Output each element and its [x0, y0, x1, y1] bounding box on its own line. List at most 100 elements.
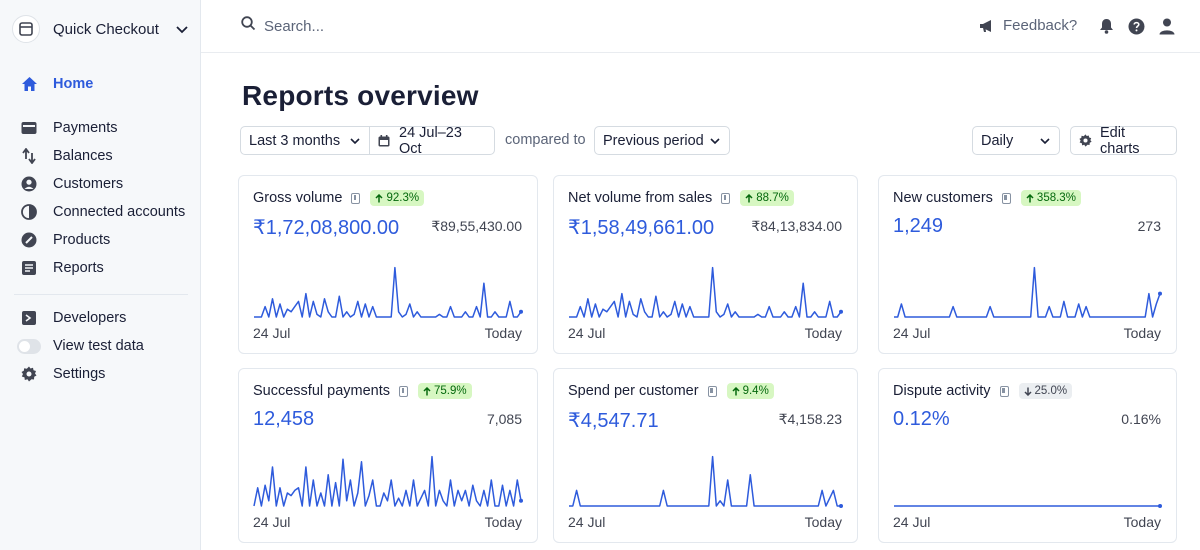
axis-end-label: Today — [804, 325, 842, 341]
sidebar-item-test-data[interactable]: View test data — [17, 334, 144, 358]
sidebar-item-connected-accounts[interactable]: Connected accounts — [20, 200, 185, 224]
axis-end-label: Today — [484, 325, 522, 341]
card-title-label: Net volume from sales — [568, 190, 713, 206]
report-icon — [20, 259, 38, 277]
sidebar-item-home[interactable]: Home — [20, 72, 93, 96]
change-badge: 92.3% — [370, 190, 425, 206]
sidebar-item-label: View test data — [53, 338, 144, 354]
sidebar-item-payments[interactable]: Payments — [20, 116, 117, 140]
change-value: 75.9% — [434, 385, 467, 397]
report-card[interactable]: Successful payments 75.9% 12,458 7,085 24 Ju… — [238, 368, 538, 543]
report-card[interactable]: Dispute activity 25.0% 0.12% 0.16% 24 Jul Tod… — [878, 368, 1177, 543]
info-icon[interactable] — [351, 192, 361, 204]
card-previous-value: 7,085 — [486, 411, 522, 427]
sidebar-item-label: Connected accounts — [53, 204, 186, 220]
interval-select[interactable]: Daily — [972, 126, 1060, 155]
change-value: 25.0% — [1034, 385, 1068, 397]
sparkline-chart — [253, 455, 523, 507]
report-card[interactable]: Gross volume 92.3% ₹1,72,08,800.00 ₹89,55,4… — [238, 175, 538, 354]
range-select[interactable]: Last 3 months — [240, 126, 370, 155]
sidebar-item-products[interactable]: Products — [20, 228, 110, 252]
transfer-icon — [20, 147, 38, 165]
megaphone-icon — [979, 19, 995, 33]
chevron-down-icon — [349, 135, 361, 147]
edit-charts-button[interactable]: Edit charts — [1070, 125, 1177, 157]
gear-icon — [1079, 134, 1092, 147]
info-icon[interactable] — [399, 385, 409, 397]
help-icon[interactable] — [1127, 17, 1145, 35]
report-card[interactable]: New customers 358.3% 1,249 273 24 Jul Today — [878, 175, 1177, 354]
sparkline-end-point — [839, 504, 843, 508]
info-icon[interactable] — [721, 192, 731, 204]
card-previous-value: 273 — [1137, 218, 1161, 234]
comparison-select[interactable]: Previous period — [594, 126, 730, 155]
sidebar-item-label: Payments — [53, 120, 118, 136]
sidebar-item-developers[interactable]: Developers — [20, 306, 126, 330]
user-icon[interactable] — [1158, 17, 1176, 35]
sidebar-item-balances[interactable]: Balances — [20, 144, 113, 168]
card-previous-value: 0.16% — [1121, 411, 1161, 427]
interval-label: Daily — [981, 132, 1014, 149]
sparkline-series — [894, 266, 1161, 318]
sparkline-series — [569, 266, 842, 318]
sidebar-item-label: Products — [53, 232, 111, 248]
report-card[interactable]: Spend per customer 9.4% ₹4,547.71 ₹4,158.23… — [553, 368, 858, 543]
sidebar-item-label: Balances — [53, 148, 113, 164]
card-title: Spend per customer 9.4% — [568, 383, 774, 399]
info-icon[interactable] — [1001, 192, 1011, 204]
sidebar-item-reports[interactable]: Reports — [20, 256, 104, 280]
comparison-label: Previous period — [603, 132, 704, 149]
card-title: Net volume from sales 88.7% — [568, 190, 794, 206]
terminal-icon — [20, 309, 38, 327]
chevron-down-icon — [174, 21, 190, 37]
report-card[interactable]: Net volume from sales 88.7% ₹1,58,49,661.0… — [553, 175, 858, 354]
test-data-toggle[interactable] — [17, 338, 41, 354]
bell-icon[interactable] — [1097, 17, 1115, 35]
card-value: 12,458 — [253, 408, 315, 430]
sidebar-item-label: Reports — [53, 260, 104, 276]
arrow-up-icon — [423, 386, 434, 396]
search-input[interactable] — [264, 17, 564, 35]
sparkline-chart — [254, 266, 523, 318]
card-value: 0.12% — [893, 408, 950, 430]
sidebar-item-settings[interactable]: Settings — [20, 362, 105, 386]
arrow-down-icon — [1023, 387, 1035, 396]
feedback-label: Feedback? — [1003, 17, 1078, 34]
axis-end-label: Today — [804, 514, 842, 530]
card-previous-value: ₹84,13,834.00 — [751, 218, 842, 234]
chevron-down-icon — [709, 135, 721, 147]
search-bar[interactable] — [241, 16, 564, 36]
info-icon[interactable] — [707, 385, 717, 397]
change-badge: 9.4% — [726, 383, 774, 399]
change-badge: 88.7% — [740, 190, 794, 206]
change-badge: 75.9% — [418, 383, 472, 399]
axis-start-label: 24 Jul — [893, 514, 931, 530]
card-title-label: Spend per customer — [568, 383, 699, 399]
change-value: 92.3% — [386, 192, 420, 204]
card-title-label: Gross volume — [253, 190, 343, 206]
axis-start-label: 24 Jul — [253, 514, 291, 530]
box-icon — [20, 231, 38, 249]
gear-icon — [20, 365, 38, 383]
axis-start-label: 24 Jul — [253, 325, 291, 341]
sparkline-series — [253, 455, 522, 507]
card-title: Gross volume 92.3% — [253, 190, 425, 206]
sparkline-end-point — [1158, 291, 1162, 296]
sparkline-chart — [894, 504, 1162, 508]
user-circle-icon — [20, 175, 38, 193]
top-bar: Feedback? — [201, 0, 1200, 53]
sidebar-item-label: Customers — [53, 176, 124, 192]
sidebar-item-label: Developers — [53, 310, 127, 326]
sparkline-chart — [894, 266, 1162, 318]
card-value: ₹1,72,08,800.00 — [253, 217, 400, 239]
info-icon[interactable] — [999, 385, 1009, 397]
sparkline-series — [254, 266, 522, 318]
sidebar-item-customers[interactable]: Customers — [20, 172, 123, 196]
date-range-picker[interactable]: 24 Jul–23 Oct — [369, 125, 495, 157]
account-name: Quick Checkout — [53, 20, 159, 38]
sparkline-end-point — [519, 309, 523, 314]
feedback-button[interactable]: Feedback? — [979, 17, 1077, 34]
card-previous-value: ₹89,55,430.00 — [431, 218, 522, 234]
page-title: Reports overview — [242, 80, 479, 111]
account-switcher[interactable]: Quick Checkout — [12, 12, 190, 46]
